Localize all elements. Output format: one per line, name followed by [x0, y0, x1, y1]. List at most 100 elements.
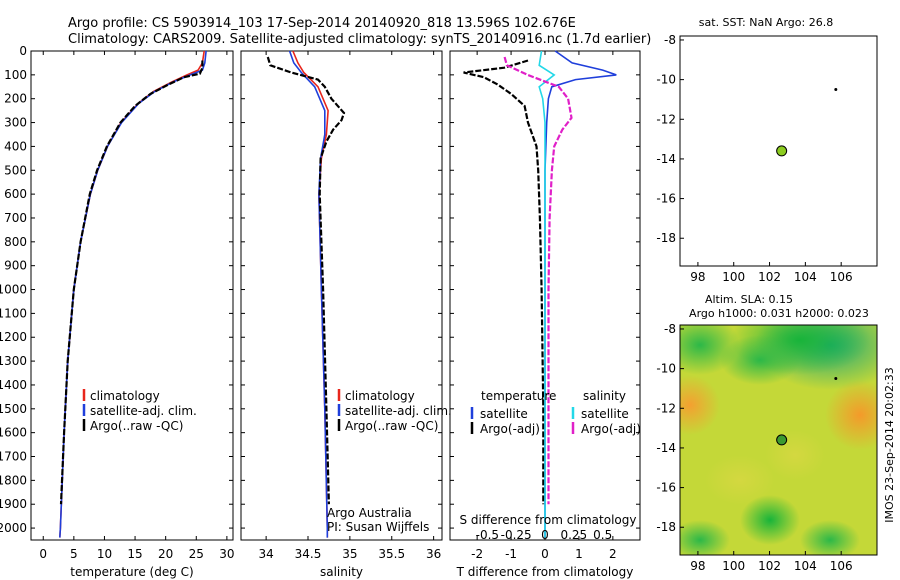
y-tick-label: 700 [4, 211, 27, 225]
x-tick-label: 20 [158, 547, 173, 561]
series-line-t-satellite [544, 50, 617, 538]
y-tick-label: 1500 [0, 402, 27, 416]
x-tick-label: 10 [97, 547, 112, 561]
series-line-argo [266, 56, 346, 505]
sla-map-title-line1: Altim. SLA: 0.15 [705, 293, 793, 306]
top-tick-label: -0.5 [476, 528, 499, 542]
y-tick-label: 200 [4, 92, 27, 106]
x-tick-label: -2 [471, 547, 483, 561]
legend-label: climatology [90, 389, 160, 403]
top-tick-label: 0.25 [560, 528, 587, 542]
temperature-panel [30, 50, 234, 541]
sst-map-panel [679, 35, 878, 267]
map-y-tick-label: -14 [656, 441, 676, 455]
legend-label: Argo(..raw -QC) [90, 419, 183, 433]
x-tick-label: 36 [426, 547, 441, 561]
annotation-text: PI: Susan Wijffels [327, 520, 429, 534]
x-axis-label: temperature (deg C) [70, 565, 193, 579]
map-x-tick-label: 106 [830, 559, 853, 573]
map-x-tick-label: 98 [690, 270, 705, 284]
map-x-tick-label: 100 [722, 559, 745, 573]
sla-map-title-line2: Argo h1000: 0.031 h2000: 0.023 [689, 307, 869, 320]
timestamp-label: IMOS 23-Sep-2014 20:02:33 [883, 367, 896, 522]
series-line-climatology [59, 50, 205, 538]
x-tick-label: -1 [505, 547, 517, 561]
map-y-tick-label: -10 [656, 362, 676, 376]
y-tick-label: 1300 [0, 354, 27, 368]
series-line-satellite [288, 50, 329, 538]
y-tick-label: 1000 [0, 283, 27, 297]
x-tick-label: 2 [609, 547, 617, 561]
map-y-tick-label: -8 [664, 33, 676, 47]
x-tick-label: 5 [70, 547, 78, 561]
map-y-tick-label: -18 [656, 520, 676, 534]
top-tick-label: -0.25 [501, 528, 532, 542]
map-y-tick-label: -16 [656, 481, 676, 495]
map-y-tick-label: -16 [656, 192, 676, 206]
x-tick-label: 0 [39, 547, 47, 561]
map-x-tick-label: 100 [722, 270, 745, 284]
series-line-satellite [59, 50, 207, 538]
argo-position-marker [776, 145, 788, 157]
map-x-tick-label: 102 [758, 270, 781, 284]
legend-label: Argo(-adj) [581, 422, 641, 436]
map-x-tick-label: 104 [794, 270, 817, 284]
map-x-tick-label: 102 [758, 559, 781, 573]
y-tick-label: 1700 [0, 450, 27, 464]
island-marker [834, 88, 838, 92]
series-line-argo [59, 60, 204, 505]
argo-position-marker [776, 434, 788, 446]
legend-label: satellite [581, 407, 629, 421]
legend-label: satellite [480, 407, 528, 421]
figure-title-line2: Climatology: CARS2009. Satellite-adjuste… [68, 32, 651, 47]
y-tick-label: 0 [19, 44, 27, 58]
y-tick-label: 1900 [0, 497, 27, 511]
map-y-tick-label: -10 [656, 73, 676, 87]
x-tick-label: 1 [575, 547, 583, 561]
y-tick-label: 1200 [0, 330, 27, 344]
map-y-tick-label: -12 [656, 401, 676, 415]
legend-header: temperature [481, 389, 556, 403]
map-x-tick-label: 106 [830, 270, 853, 284]
top-axis-label: S difference from climatology [460, 513, 637, 527]
legend-label: Argo(..raw -QC) [345, 419, 438, 433]
y-tick-label: 100 [4, 68, 27, 82]
x-tick-label: 35 [342, 547, 357, 561]
map-x-tick-label: 98 [690, 559, 705, 573]
y-tick-label: 400 [4, 139, 27, 153]
legend-label: Argo(-adj) [480, 422, 540, 436]
y-tick-label: 800 [4, 235, 27, 249]
y-tick-label: 1100 [0, 306, 27, 320]
y-tick-label: 500 [4, 163, 27, 177]
y-tick-label: 600 [4, 187, 27, 201]
top-tick-label: 0.5 [593, 528, 612, 542]
map-y-tick-label: -18 [656, 231, 676, 245]
salinity-panel [240, 50, 443, 541]
x-tick-label: 34.5 [295, 547, 322, 561]
y-tick-label: 1400 [0, 378, 27, 392]
map-y-tick-label: -8 [664, 322, 676, 336]
map-x-tick-label: 104 [794, 559, 817, 573]
y-tick-label: 900 [4, 259, 27, 273]
legend-label: satellite-adj. clim. [90, 404, 197, 418]
x-axis-label: salinity [320, 565, 363, 579]
legend-label: climatology [345, 389, 415, 403]
x-tick-label: 25 [189, 547, 204, 561]
sla-heatmap [680, 325, 877, 555]
figure-title-line1: Argo profile: CS 5903914_103 17-Sep-2014… [68, 16, 576, 31]
series-line-s-satellite [538, 50, 556, 538]
sst-map-title: sat. SST: NaN Argo: 26.8 [699, 16, 833, 29]
legend-label: satellite-adj. clim. [345, 404, 452, 418]
annotation-text: Argo Australia [327, 506, 412, 520]
y-tick-label: 1600 [0, 426, 27, 440]
series-line-t-argo [463, 59, 545, 505]
y-tick-label: 300 [4, 116, 27, 130]
x-tick-label: 34 [258, 547, 273, 561]
x-tick-label: 30 [219, 547, 234, 561]
island-marker [834, 377, 838, 381]
x-tick-label: 15 [127, 547, 142, 561]
series-line-s-argo [503, 56, 573, 505]
x-axis-label: T difference from climatology [456, 565, 634, 579]
y-tick-label: 2000 [0, 521, 27, 535]
